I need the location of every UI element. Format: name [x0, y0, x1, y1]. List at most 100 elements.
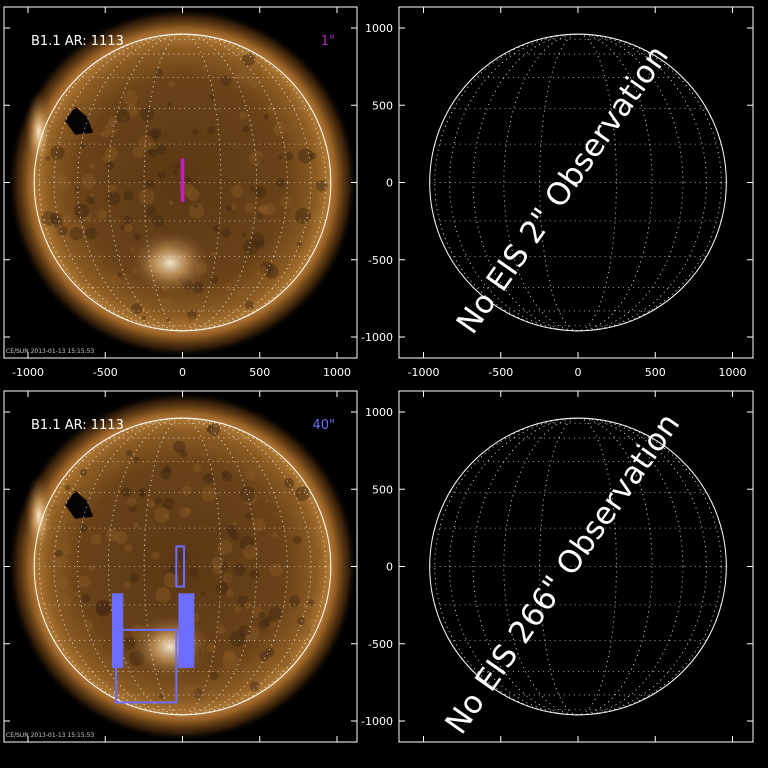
texture-blob	[229, 530, 240, 541]
longitude-line	[53, 417, 312, 716]
region-label: B1.1 AR: 1113	[31, 34, 124, 49]
longitude-line	[503, 33, 653, 332]
texture-blob	[155, 586, 172, 603]
texture-blob	[255, 155, 265, 165]
active-region	[128, 612, 213, 681]
texture-blob	[239, 535, 255, 551]
texture-blob	[78, 575, 91, 588]
texture-blob	[251, 606, 264, 618]
texture-blob	[244, 202, 255, 213]
texture-blob	[120, 115, 128, 124]
texture-blob	[138, 188, 155, 205]
y-tick-label: -500	[368, 254, 393, 267]
texture-blob	[125, 103, 139, 117]
texture-blob	[64, 484, 71, 491]
heliographic-grid	[34, 33, 331, 332]
raster-box-left-bar	[111, 593, 124, 668]
texture-blob	[207, 126, 216, 135]
texture-blob	[273, 122, 287, 136]
texture-blob	[96, 209, 108, 220]
texture-blob	[259, 619, 269, 629]
texture-blob	[238, 71, 251, 84]
texture-blob	[201, 64, 208, 71]
texture-blob	[249, 569, 260, 579]
texture-blob	[237, 287, 249, 299]
texture-blob	[123, 190, 134, 201]
texture-blob	[309, 548, 323, 562]
texture-blob	[244, 300, 255, 310]
texture-blob	[104, 146, 119, 161]
limb-bright-region	[24, 475, 53, 556]
texture-blob	[233, 69, 244, 80]
texture-blob	[249, 185, 255, 192]
panel-top-left: -1000 -500 0 500 1000 B1.1 AR: 1113 1" CE/SUN 2…	[3, 6, 358, 379]
texture-blob	[129, 572, 139, 583]
longitude-line	[472, 33, 684, 332]
limb-bright-region	[24, 91, 53, 172]
texture-blob	[173, 440, 186, 454]
texture-blob	[185, 507, 192, 514]
texture-blob	[284, 477, 295, 489]
texture-blob	[248, 150, 264, 166]
texture-blob	[85, 227, 98, 240]
texture-blob	[251, 233, 265, 247]
texture-blob	[244, 625, 260, 642]
texture-blob	[309, 152, 317, 160]
image-footer-text: CE/SUN 2013-01-13 15:15:53	[6, 348, 95, 355]
texture-blob	[102, 155, 108, 162]
texture-blob	[79, 523, 88, 533]
y-tick-label: 500	[372, 99, 393, 112]
texture-blob	[46, 597, 54, 606]
texture-blob	[139, 490, 146, 498]
texture-blob	[95, 601, 112, 617]
longitude-line	[434, 417, 722, 716]
texture-blob	[132, 146, 145, 159]
texture-blob	[297, 617, 305, 625]
texture-blob	[69, 222, 86, 238]
texture-blob	[81, 593, 91, 603]
texture-blob	[238, 625, 251, 638]
texture-blob	[217, 540, 233, 556]
texture-blob	[86, 215, 92, 220]
texture-blob	[154, 507, 170, 523]
texture-blob	[259, 650, 270, 661]
texture-blob	[257, 204, 266, 213]
texture-blob	[186, 187, 200, 201]
texture-blob	[258, 611, 266, 619]
texture-blob	[123, 581, 131, 589]
texture-blob	[114, 531, 128, 544]
texture-blob	[277, 654, 292, 669]
texture-blob	[305, 566, 318, 578]
texture-blob	[192, 688, 203, 699]
texture-blob	[102, 130, 110, 139]
region-label: B1.1 AR: 1113	[31, 418, 124, 433]
texture-blob	[263, 114, 269, 120]
texture-blob	[157, 171, 166, 180]
texture-blob	[146, 499, 155, 508]
texture-blob	[242, 52, 256, 67]
texture-blob	[256, 212, 264, 219]
texture-blob	[146, 206, 157, 217]
x-tick-label: 500	[249, 366, 270, 379]
y-tick-label: -1000	[361, 331, 393, 344]
texture-blob	[52, 511, 68, 527]
texture-blob	[181, 430, 188, 437]
coronal-hole	[65, 490, 94, 519]
texture-blob	[146, 180, 155, 188]
texture-blob	[226, 589, 235, 598]
longitude-line	[472, 417, 684, 716]
texture-blob	[201, 486, 216, 502]
texture-blob	[241, 232, 247, 238]
texture-blob	[164, 514, 169, 519]
texture-blob	[220, 75, 232, 87]
texture-blob	[268, 607, 282, 621]
texture-blob	[244, 512, 252, 519]
texture-blob	[57, 177, 72, 191]
texture-blob	[54, 549, 64, 558]
image-footer-text: CE/SUN 2013-01-13 15:15:53	[6, 732, 95, 739]
texture-blob	[254, 186, 267, 198]
texture-blob	[282, 494, 287, 499]
texture-blob	[192, 463, 202, 473]
texture-blob	[184, 176, 193, 185]
texture-blob	[210, 251, 215, 257]
